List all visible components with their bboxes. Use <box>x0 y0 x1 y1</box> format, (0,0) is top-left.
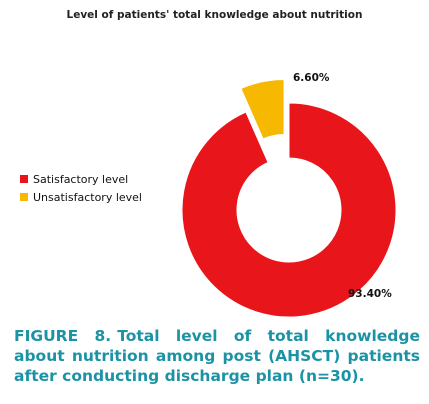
legend-item-satisfactory: Satisfactory level <box>20 170 142 188</box>
slice-unsatisfactory <box>240 79 285 140</box>
legend-item-unsatisfactory: Unsatisfactory level <box>20 188 142 206</box>
legend-swatch-satisfactory <box>20 175 28 183</box>
legend-label-unsatisfactory: Unsatisfactory level <box>33 190 142 204</box>
figure-label: FIGURE 8. <box>14 327 112 345</box>
donut-slices <box>181 79 397 318</box>
figure-caption: FIGURE 8. Total level of total knowledge … <box>14 326 420 386</box>
legend-swatch-unsatisfactory <box>20 193 28 201</box>
data-label-unsatisfactory: 6.60% <box>293 72 330 84</box>
slice-satisfactory <box>181 102 397 318</box>
chart-title: Level of patients' total knowledge about… <box>66 9 363 21</box>
legend: Satisfactory level Unsatisfactory level <box>20 170 142 206</box>
data-label-satisfactory: 93.40% <box>348 288 392 300</box>
legend-label-satisfactory: Satisfactory level <box>33 172 129 186</box>
figure-caption-text: Total level of total knowledge about nut… <box>14 327 421 385</box>
